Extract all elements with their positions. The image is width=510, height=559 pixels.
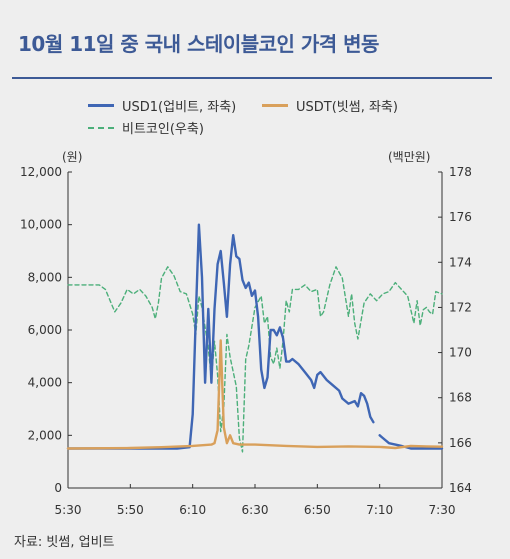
right-tick-label: 178 bbox=[449, 165, 472, 179]
series-line-usd1 bbox=[66, 223, 375, 450]
x-tick-label: 5:30 bbox=[55, 503, 82, 517]
source-note: 자료: 빗썸, 업비트 bbox=[14, 535, 115, 550]
right-tick-label: 166 bbox=[449, 436, 472, 450]
right-axis-unit: (백만원) bbox=[388, 150, 431, 164]
series-line-btc bbox=[67, 266, 443, 453]
title-divider bbox=[12, 77, 492, 79]
left-tick-label: 10,000 bbox=[20, 218, 62, 232]
right-tick-label: 174 bbox=[449, 255, 472, 269]
left-tick-label: 12,000 bbox=[20, 165, 62, 179]
left-tick-label: 6,000 bbox=[28, 323, 62, 337]
left-tick-label: 2,000 bbox=[28, 428, 62, 442]
legend-swatch-btc bbox=[88, 126, 114, 129]
left-axis-unit: (원) bbox=[62, 150, 83, 164]
series-line-usd1 bbox=[378, 434, 444, 450]
x-tick-label: 7:10 bbox=[366, 503, 393, 517]
chart-title: 10월 11일 중 국내 스테이블코인 가격 변동 bbox=[18, 32, 379, 56]
legend-label-btc: 비트코인(우축) bbox=[122, 122, 204, 137]
right-tick-label: 164 bbox=[449, 481, 472, 495]
series-line-usdt bbox=[66, 339, 444, 450]
right-tick-label: 172 bbox=[449, 300, 472, 314]
x-tick-label: 6:30 bbox=[242, 503, 269, 517]
legend-usd1: USD1(업비트, 좌축) bbox=[88, 96, 236, 115]
legend-swatch-usdt bbox=[262, 104, 288, 107]
legend-btc: 비트코인(우축) bbox=[88, 118, 204, 137]
legend-usdt: USDT(빗썸, 좌축) bbox=[262, 96, 398, 115]
x-tick-label: 6:10 bbox=[179, 503, 206, 517]
x-tick-label: 6:50 bbox=[304, 503, 331, 517]
legend-label-usdt: USDT(빗썸, 좌축) bbox=[296, 100, 398, 115]
right-tick-label: 168 bbox=[449, 391, 472, 405]
right-tick-label: 170 bbox=[449, 346, 472, 360]
legend-label-usd1: USD1(업비트, 좌축) bbox=[122, 100, 237, 115]
x-tick-label: 7:30 bbox=[429, 503, 456, 517]
left-tick-label: 8,000 bbox=[28, 270, 62, 284]
left-tick-label: 4,000 bbox=[28, 376, 62, 390]
left-tick-label: 0 bbox=[54, 481, 62, 495]
x-tick-label: 5:50 bbox=[117, 503, 144, 517]
legend-swatch-usd1 bbox=[88, 104, 114, 107]
right-tick-label: 176 bbox=[449, 210, 472, 224]
